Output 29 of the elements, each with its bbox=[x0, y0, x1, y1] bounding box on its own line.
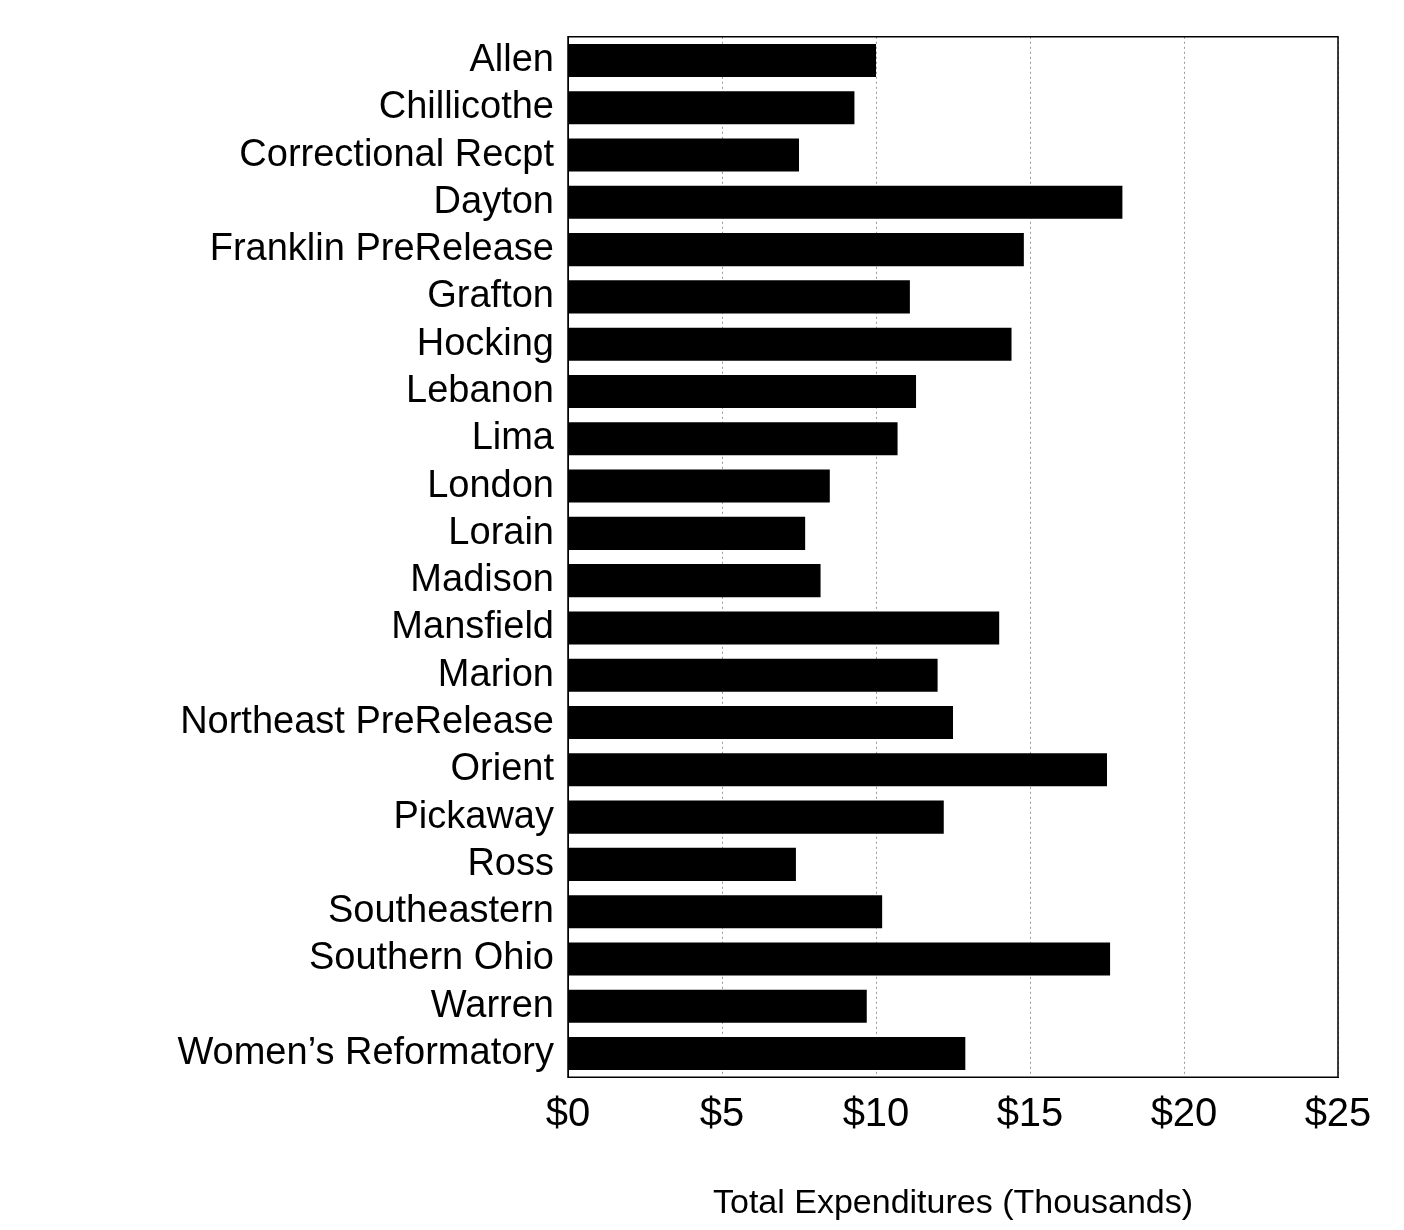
y-tick-label: Chillicothe bbox=[378, 84, 554, 127]
y-tick-label: Franklin PreRelease bbox=[209, 226, 554, 269]
y-tick-label: London bbox=[427, 462, 554, 505]
y-tick-label: Pickaway bbox=[393, 793, 554, 836]
x-tick-label: $15 bbox=[996, 1090, 1064, 1135]
y-tick-label: Lorain bbox=[448, 509, 554, 552]
y-tick-label: Women’s Reformatory bbox=[177, 1030, 554, 1073]
y-tick-label: Allen bbox=[469, 36, 554, 79]
y-tick-label: Southern Ohio bbox=[308, 935, 554, 978]
y-tick-label: Warren bbox=[430, 982, 554, 1025]
y-tick-label: Orient bbox=[450, 746, 555, 789]
x-tick-label: $20 bbox=[1150, 1090, 1218, 1135]
y-tick-label: Mansfield bbox=[391, 604, 554, 647]
x-tick-label: $5 bbox=[699, 1090, 745, 1135]
y-tick-label: Dayton bbox=[433, 178, 554, 221]
x-tick-label: $25 bbox=[1304, 1090, 1372, 1135]
y-tick-label: Correctional Recpt bbox=[239, 131, 555, 174]
x-tick-label: $0 bbox=[545, 1090, 591, 1135]
y-tick-label: Madison bbox=[410, 557, 554, 600]
y-tick-label: Lebanon bbox=[406, 367, 554, 410]
y-tick-label: Grafton bbox=[427, 273, 554, 316]
y-tick-label: Southeastern bbox=[327, 888, 554, 931]
x-axis-title: Total Expenditures (Thousands) bbox=[712, 1181, 1194, 1220]
y-tick-label: Ross bbox=[467, 840, 554, 883]
y-tick-label: Hocking bbox=[416, 320, 554, 363]
y-tick-label: Lima bbox=[471, 415, 555, 458]
y-tick-label: Northeast PreRelease bbox=[180, 699, 554, 741]
x-tick-label: $10 bbox=[842, 1090, 910, 1135]
y-tick-label: Marion bbox=[437, 651, 554, 694]
